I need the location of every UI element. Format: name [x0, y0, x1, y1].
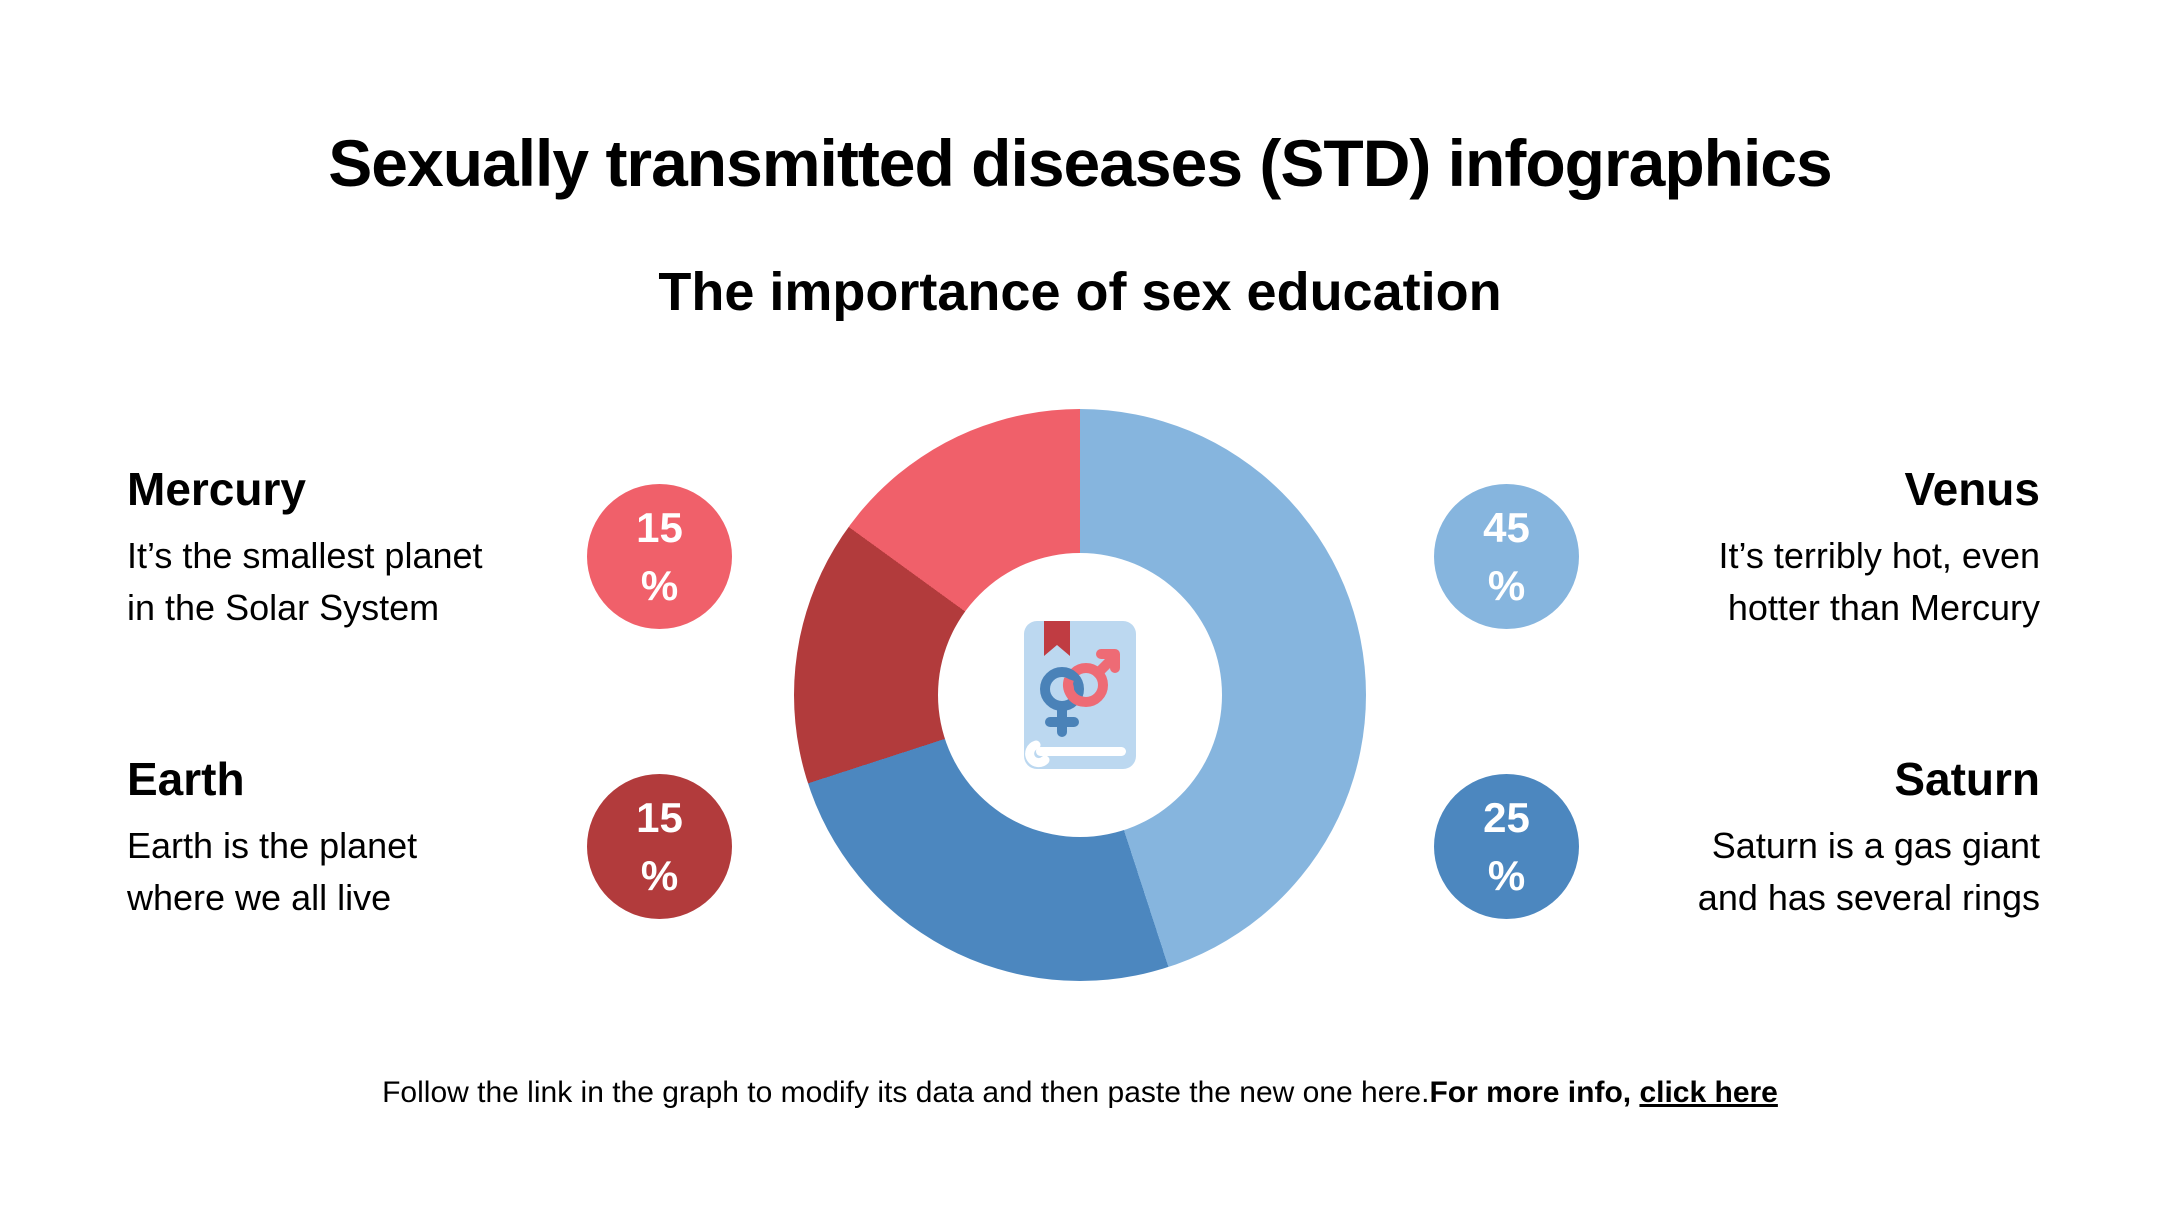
footer-note: Follow the link in the graph to modify i… — [0, 1075, 2160, 1111]
mercury-title: Mercury — [127, 463, 306, 515]
mercury-percent-value: 15 — [636, 503, 683, 551]
page-curl — [1025, 740, 1050, 768]
page-edge — [1036, 747, 1126, 756]
donut-hole — [938, 553, 1222, 837]
earth-title: Earth — [127, 753, 245, 805]
mercury-percent-unit: % — [640, 561, 679, 609]
venus-label-block: Venus It’s terribly hot, even hotter tha… — [1480, 463, 2041, 634]
click-here-link[interactable]: click here — [1639, 1076, 1778, 1109]
bookmark-ribbon — [1044, 621, 1070, 656]
venus-percent-badge: 45 % — [1434, 484, 1579, 629]
earth-percent-badge: 15 % — [587, 774, 732, 919]
earth-percent-value: 15 — [636, 793, 683, 841]
saturn-percent-unit: % — [1487, 851, 1526, 899]
male-symbol-overlap — [1063, 677, 1085, 707]
donut-chart[interactable] — [794, 409, 1366, 981]
mercury-percent-badge: 15 % — [587, 484, 732, 629]
earth-description: Earth is the planet where we all live — [127, 825, 418, 918]
saturn-description: Saturn is a gas giant and has several ri… — [1697, 825, 2040, 918]
sex-education-book-icon — [1024, 621, 1136, 769]
venus-title: Venus — [1904, 463, 2040, 515]
saturn-percent-value: 25 — [1483, 793, 1530, 841]
venus-description: It’s terribly hot, even hotter than Merc… — [1718, 535, 2041, 628]
page-title: Sexually transmitted diseases (STD) info… — [328, 126, 1832, 200]
venus-percent-value: 45 — [1483, 503, 1530, 551]
footer-bold-text: For more info, — [1429, 1076, 1640, 1109]
saturn-label-block: Saturn Saturn is a gas giant and has sev… — [1480, 756, 2040, 924]
footer-text: Follow the link in the graph to modify i… — [382, 1076, 1430, 1109]
earth-percent-unit: % — [640, 851, 679, 899]
saturn-title: Saturn — [1894, 753, 2040, 805]
earth-label-block: Earth Earth is the planet where we all l… — [127, 756, 687, 924]
mercury-label-block: Mercury It’s the smallest planet in the … — [127, 466, 687, 634]
saturn-percent-badge: 25 % — [1434, 774, 1579, 919]
page-subtitle: The importance of sex education — [658, 262, 1502, 322]
female-symbol — [1040, 667, 1084, 737]
venus-percent-unit: % — [1487, 561, 1526, 609]
mercury-description: It’s the smallest planet in the Solar Sy… — [127, 535, 483, 628]
